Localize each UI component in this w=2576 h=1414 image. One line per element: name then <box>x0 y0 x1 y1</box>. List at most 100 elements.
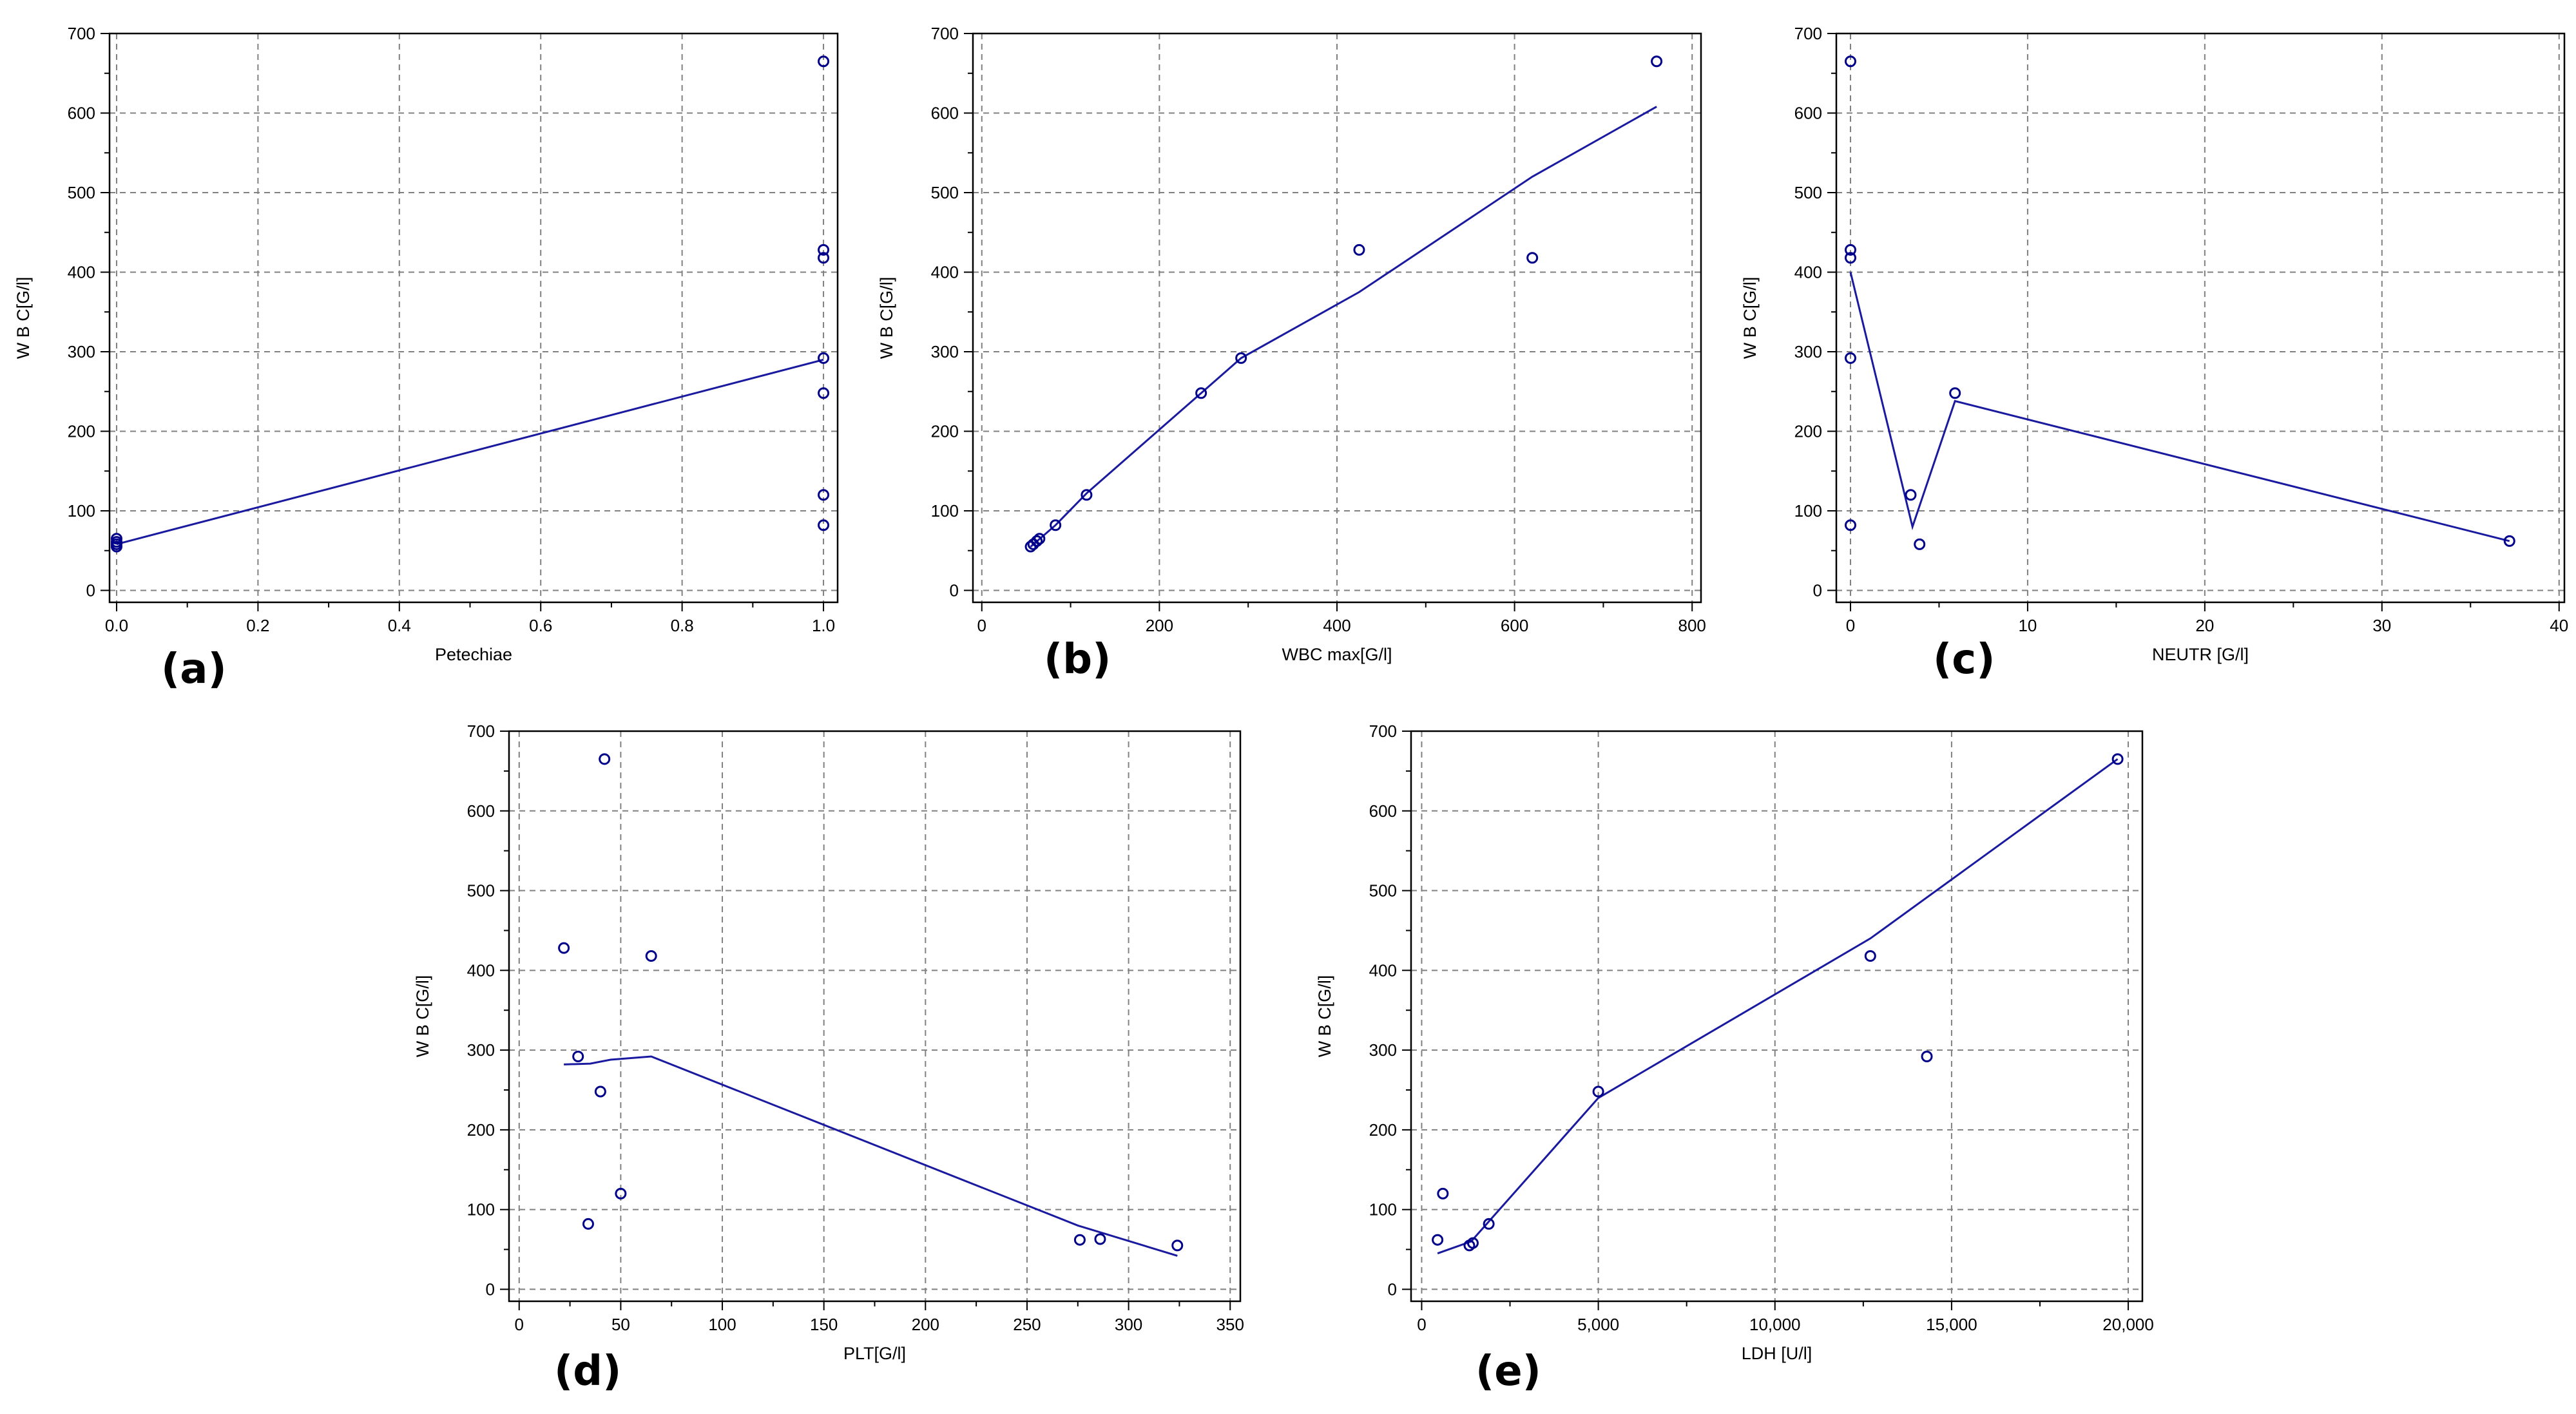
panel-label-c: (c) <box>1933 636 1995 683</box>
fit-line-e <box>1437 758 2119 1255</box>
x-axis-label: Petechiae <box>435 645 512 664</box>
data-point <box>1432 1234 1444 1246</box>
y-axis-label: W B C[G/l] <box>1740 277 1760 359</box>
data-point <box>1050 519 1062 531</box>
chart-panel-b: 0 200 400 600 800 0 100 200 300 400 500 600 700 WBC m… <box>877 24 1706 683</box>
y-tick-label: 0 <box>486 1279 495 1299</box>
y-tick-label: 100 <box>1369 1200 1397 1219</box>
y-tick-label: 500 <box>1794 183 1822 202</box>
y-axis-label: W B C[G/l] <box>14 277 33 359</box>
x-tick-label: 40 <box>2550 616 2568 635</box>
x-tick-label: 350 <box>1216 1315 1244 1334</box>
data-point <box>1073 1234 1086 1246</box>
x-tick-label: 10 <box>2018 616 2037 635</box>
data-point <box>1651 55 1663 68</box>
x-tick-label: 150 <box>810 1315 838 1334</box>
x-tick-label: 800 <box>1678 616 1706 635</box>
x-tick-label: 400 <box>1323 616 1350 635</box>
x-tick-label: 0.2 <box>246 616 269 635</box>
x-tick-label: 15,000 <box>1926 1315 1977 1334</box>
plot-frame-c <box>1835 32 2566 604</box>
panel-label-e: (e) <box>1475 1348 1541 1395</box>
plot-frame-d <box>508 730 1242 1303</box>
y-tick-label: 600 <box>467 801 495 821</box>
y-tick-label: 500 <box>1369 881 1397 901</box>
x-tick-label: 0 <box>1846 616 1855 635</box>
data-point <box>110 540 122 553</box>
x-tick-label: 5,000 <box>1577 1315 1619 1334</box>
y-tick-label: 300 <box>1369 1040 1397 1060</box>
data-point <box>818 244 830 256</box>
panel-label-d: (d) <box>554 1348 621 1395</box>
fit-line-a <box>116 358 824 546</box>
x-tick-label: 20,000 <box>2102 1315 2154 1334</box>
data-point <box>1466 1237 1479 1249</box>
x-tick-label: 300 <box>1115 1315 1142 1334</box>
data-point <box>615 1187 627 1199</box>
x-axis-label: LDH [U/l] <box>1742 1344 1812 1363</box>
x-tick-label: 0 <box>1417 1315 1426 1334</box>
x-tick-label: 250 <box>1013 1315 1041 1334</box>
y-tick-label: 100 <box>931 501 959 521</box>
data-point <box>1592 1085 1604 1098</box>
chart-panel-d: 0 50 100 150 200 250 300 350 0 100 200 300 400 500 600… <box>413 721 1244 1395</box>
data-point <box>1235 352 1247 364</box>
y-tick-label: 300 <box>467 1040 495 1060</box>
data-point <box>1031 535 1043 547</box>
data-point <box>818 252 830 264</box>
y-tick-label: 400 <box>467 960 495 980</box>
y-tick-label: 700 <box>1794 24 1822 43</box>
data-point <box>1949 387 1961 399</box>
x-tick-label: 0 <box>515 1315 524 1334</box>
chart-panel-e: 0 5,000 10,000 15,000 20,000 0 100 200 300 400 500… <box>1315 721 2154 1395</box>
data-point <box>2111 753 2124 765</box>
x-tick-label: 1.0 <box>812 616 835 635</box>
data-point <box>558 942 570 954</box>
y-tick-label: 700 <box>1369 721 1397 741</box>
x-tick-label: 50 <box>611 1315 630 1334</box>
y-axis-label: W B C[G/l] <box>413 975 432 1058</box>
y-tick-label: 0 <box>950 580 959 600</box>
chart-panel-a: 0.0 0.2 0.4 0.6 0.8 1.0 0 100 200 300 400 500 600 700… <box>14 24 839 693</box>
y-tick-label: 200 <box>1369 1120 1397 1140</box>
y-axis-label: W B C[G/l] <box>877 277 896 359</box>
data-point <box>1844 519 1856 531</box>
data-point <box>599 753 611 765</box>
data-point <box>1844 244 1856 256</box>
plot-frame-e <box>1410 730 2144 1303</box>
x-tick-label: 200 <box>912 1315 939 1334</box>
y-tick-label: 700 <box>68 24 95 43</box>
data-point <box>1905 489 1917 501</box>
data-point <box>1844 55 1856 68</box>
x-axis-label: WBC max[G/l] <box>1282 645 1392 664</box>
data-point <box>818 387 830 399</box>
y-tick-label: 700 <box>467 721 495 741</box>
x-tick-label: 0 <box>977 616 986 635</box>
x-tick-label: 0.8 <box>671 616 694 635</box>
y-tick-label: 700 <box>931 24 959 43</box>
y-tick-label: 200 <box>68 421 95 441</box>
data-point <box>1033 533 1046 545</box>
y-tick-label: 0 <box>86 580 95 600</box>
data-point <box>1914 538 1926 550</box>
data-point <box>2503 535 2515 547</box>
x-tick-label: 0.4 <box>388 616 411 635</box>
fit-line-d <box>564 1055 1178 1257</box>
y-tick-label: 400 <box>1794 262 1822 282</box>
data-point <box>1437 1187 1449 1199</box>
x-axis-label: PLT[G/l] <box>843 1344 906 1363</box>
data-point <box>818 519 830 531</box>
data-point <box>1195 387 1207 399</box>
data-point <box>818 55 830 68</box>
fit-line-c <box>1849 272 2510 542</box>
x-tick-label: 20 <box>2195 616 2214 635</box>
x-axis-label: NEUTR [G/l] <box>2152 645 2249 664</box>
data-point <box>1921 1051 1933 1063</box>
y-tick-label: 200 <box>467 1120 495 1140</box>
x-tick-label: 600 <box>1501 616 1528 635</box>
y-tick-label: 300 <box>931 342 959 361</box>
data-point <box>1864 950 1876 962</box>
panel-label-a: (a) <box>161 645 227 693</box>
fit-line-b <box>1030 106 1657 548</box>
y-tick-label: 500 <box>68 183 95 202</box>
